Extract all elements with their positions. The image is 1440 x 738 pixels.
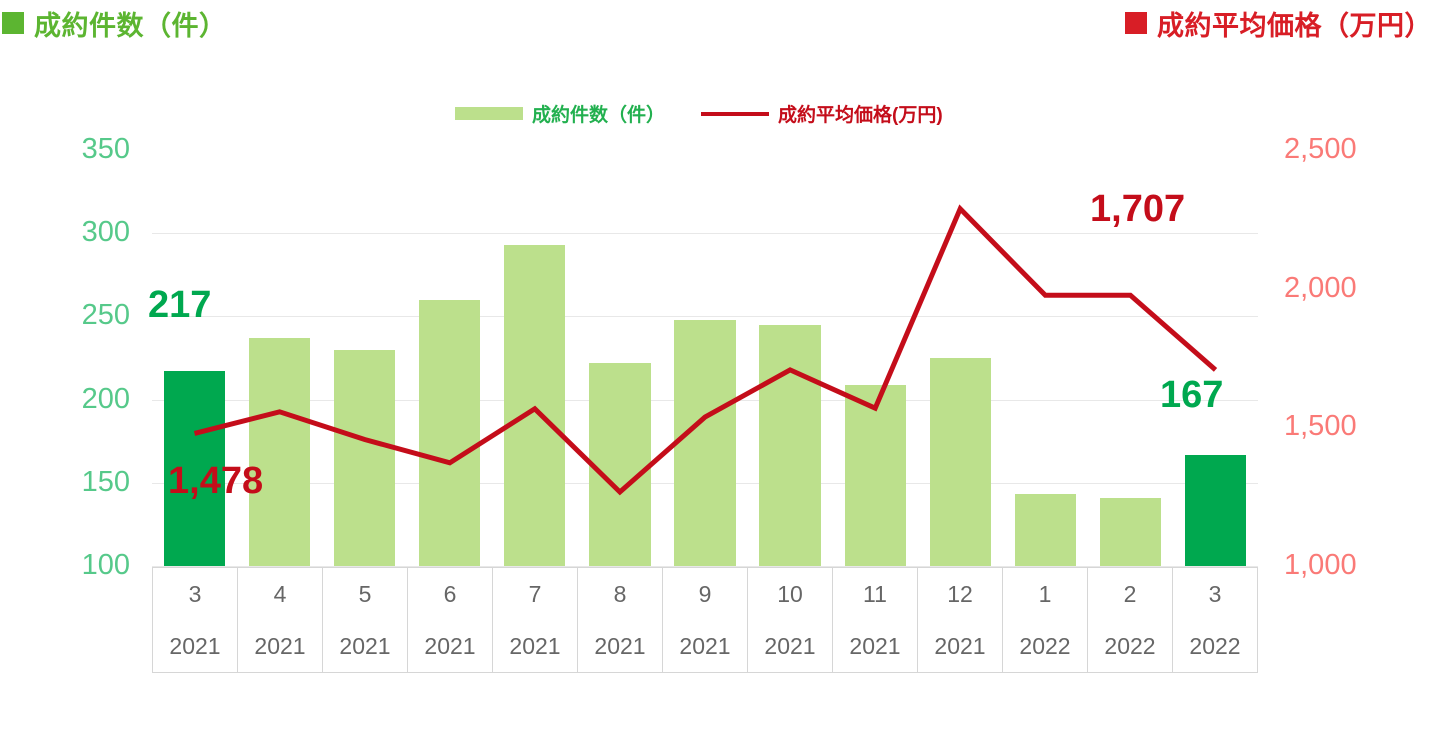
x-axis-month-cell: 5 bbox=[358, 580, 372, 607]
x-axis-column: 11 2021 bbox=[833, 568, 918, 672]
right-axis-title: 成約平均価格（万円） bbox=[1125, 4, 1432, 43]
x-axis-column: 8 2021 bbox=[578, 568, 663, 672]
x-axis-column: 3 2021 bbox=[153, 568, 238, 672]
price-line bbox=[193, 204, 1218, 496]
x-axis-month-cell: 2 bbox=[1123, 580, 1137, 607]
data-label-first-line: 1,478 bbox=[168, 460, 264, 502]
legend-item-bar: 成約件数（件） bbox=[455, 100, 665, 127]
left-axis-tick: 100 bbox=[81, 549, 130, 581]
x-axis-month-cell: 3 bbox=[1208, 580, 1222, 607]
gridline bbox=[152, 233, 1258, 235]
chart-legend: 成約件数（件） 成約平均価格(万円) bbox=[455, 100, 943, 127]
x-axis-year-cell: 2022 bbox=[1104, 632, 1156, 659]
x-axis-year-cell: 2021 bbox=[849, 632, 901, 659]
x-axis-month-cell: 12 bbox=[947, 580, 973, 607]
legend-bar-swatch-icon bbox=[455, 107, 523, 120]
x-axis-year-cell: 2021 bbox=[764, 632, 816, 659]
x-axis-column: 10 2021 bbox=[748, 568, 833, 672]
chart-titles: 成約件数（件） 成約平均価格（万円） bbox=[0, 0, 1440, 46]
x-axis-column: 4 2021 bbox=[238, 568, 323, 672]
line-series bbox=[193, 204, 1218, 496]
x-axis-year-cell: 2021 bbox=[254, 632, 306, 659]
x-axis-month-cell: 8 bbox=[613, 580, 627, 607]
right-axis-tick: 1,500 bbox=[1284, 410, 1357, 443]
plot-area bbox=[152, 150, 1258, 567]
left-axis-tick: 250 bbox=[81, 299, 130, 332]
x-axis-year-cell: 2021 bbox=[934, 632, 986, 659]
gridline bbox=[152, 316, 1258, 318]
right-axis-title-label: 成約平均価格（万円） bbox=[1157, 10, 1432, 41]
x-axis-year-cell: 2021 bbox=[509, 632, 561, 659]
x-axis-month-cell: 11 bbox=[863, 580, 887, 607]
bar bbox=[844, 384, 906, 566]
x-axis-table: 3 2021 4 2021 5 2021 6 2021 7 2021 8 2021 9 2021 10 202… bbox=[152, 567, 1258, 673]
right-axis-tick: 2,500 bbox=[1284, 133, 1357, 165]
x-axis-column: 2 2022 bbox=[1088, 568, 1173, 672]
x-axis-year-cell: 2021 bbox=[169, 632, 221, 659]
x-axis-year-cell: 2021 bbox=[594, 632, 646, 659]
x-axis-month-cell: 3 bbox=[188, 580, 202, 607]
x-axis-column: 12 2021 bbox=[918, 568, 1003, 672]
bar bbox=[1014, 494, 1076, 566]
x-axis-column: 5 2021 bbox=[323, 568, 408, 672]
x-axis-month-cell: 10 bbox=[777, 580, 803, 607]
left-axis-tick: 300 bbox=[81, 216, 130, 249]
legend-item-line: 成約平均価格(万円) bbox=[701, 100, 943, 127]
left-axis-title: 成約件数（件） bbox=[2, 4, 227, 43]
x-axis-month-cell: 4 bbox=[273, 580, 287, 607]
bar bbox=[929, 358, 991, 566]
green-square-icon bbox=[2, 12, 24, 34]
bar bbox=[674, 319, 736, 566]
bar bbox=[759, 324, 821, 566]
left-axis-tick: 350 bbox=[81, 133, 130, 165]
x-axis-year-cell: 2022 bbox=[1189, 632, 1241, 659]
left-axis-tick: 200 bbox=[81, 382, 130, 415]
red-square-icon bbox=[1125, 12, 1147, 34]
data-label-last-line: 1,707 bbox=[1090, 188, 1186, 230]
x-axis-year-cell: 2021 bbox=[339, 632, 391, 659]
data-label-last-bar: 167 bbox=[1160, 374, 1224, 416]
x-axis-column: 9 2021 bbox=[663, 568, 748, 672]
x-axis-month-cell: 9 bbox=[698, 580, 712, 607]
left-axis-tick: 150 bbox=[81, 465, 130, 498]
bar bbox=[419, 299, 481, 566]
x-axis-year-cell: 2022 bbox=[1019, 632, 1071, 659]
bar bbox=[504, 244, 566, 566]
left-axis-title-label: 成約件数（件） bbox=[34, 10, 227, 41]
x-axis-year-cell: 2021 bbox=[424, 632, 476, 659]
bar bbox=[1099, 497, 1161, 566]
x-axis-column: 6 2021 bbox=[408, 568, 493, 672]
gridline bbox=[152, 566, 1258, 567]
x-axis-month-cell: 6 bbox=[443, 580, 457, 607]
x-axis-column: 7 2021 bbox=[493, 568, 578, 672]
x-axis-column: 3 2022 bbox=[1173, 568, 1258, 672]
bar bbox=[163, 371, 226, 566]
x-axis-month-cell: 7 bbox=[528, 580, 542, 607]
legend-line-swatch-icon bbox=[701, 111, 770, 116]
bar bbox=[589, 363, 651, 566]
x-axis-month-cell: 1 bbox=[1038, 580, 1052, 607]
legend-label-bar: 成約件数（件） bbox=[532, 105, 666, 126]
bar bbox=[248, 338, 311, 566]
data-label-first-bar: 217 bbox=[148, 284, 212, 326]
right-axis-tick: 2,000 bbox=[1284, 271, 1357, 304]
legend-label-line: 成約平均価格(万円) bbox=[778, 105, 943, 126]
bar bbox=[334, 349, 396, 566]
x-axis-column: 1 2022 bbox=[1003, 568, 1088, 672]
x-axis-year-cell: 2021 bbox=[679, 632, 731, 659]
right-axis-tick: 1,000 bbox=[1284, 549, 1357, 581]
bar bbox=[1184, 454, 1247, 566]
